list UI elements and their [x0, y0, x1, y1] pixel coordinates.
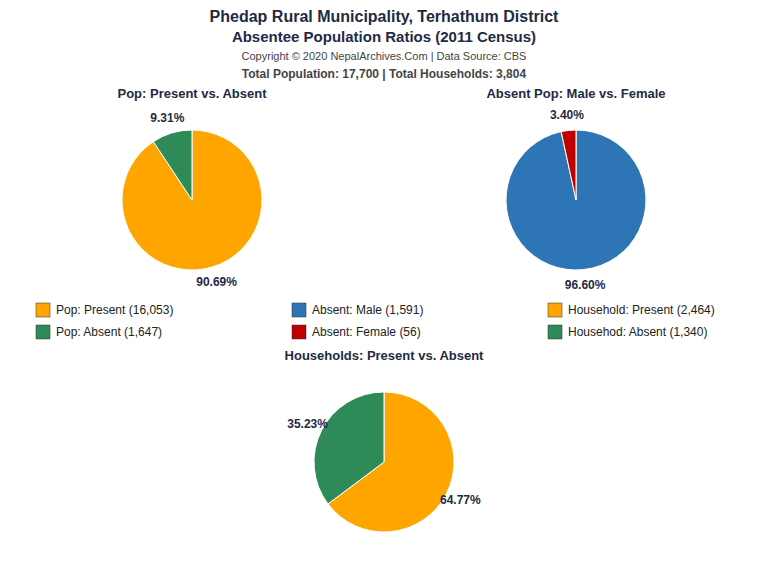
page-subtitle: Absentee Population Ratios (2011 Census): [232, 28, 536, 45]
legend-swatch: [548, 303, 562, 317]
legend-label: Househod: Absent (1,340): [568, 325, 707, 339]
annotation: Total Population: 17,700 | Total Househo…: [242, 67, 527, 81]
pie-chart: Pop: Present vs. Absent 90.69% 9.31%: [117, 86, 267, 289]
pie-slice: [506, 130, 646, 270]
chart-title: Absent Pop: Male vs. Female: [486, 86, 665, 101]
legend-label: Absent: Male (1,591): [312, 303, 423, 317]
data-label: 35.23%: [287, 417, 328, 431]
chart-title: Pop: Present vs. Absent: [117, 86, 267, 101]
data-label: 90.69%: [196, 275, 237, 289]
legend-swatch: [292, 303, 306, 317]
pie-slice: [314, 392, 384, 504]
chart-root: Phedap Rural Municipality, Terhathum Dis…: [0, 0, 768, 576]
legend-swatch: [548, 325, 562, 339]
pie-slice: [122, 130, 262, 270]
legend-label: Absent: Female (56): [312, 325, 421, 339]
data-label: 96.60%: [565, 278, 606, 292]
legend-swatch: [36, 325, 50, 339]
legend-label: Household: Present (2,464): [568, 303, 715, 317]
slices: [506, 130, 646, 270]
legend-swatch: [292, 325, 306, 339]
slices: [122, 130, 262, 270]
pie-chart: Households: Present vs. Absent 64.77% 35.2…: [285, 348, 485, 532]
legend-swatch: [36, 303, 50, 317]
chart-title: Households: Present vs. Absent: [285, 348, 485, 363]
pie-slice: [561, 130, 576, 200]
legend-label: Pop: Present (16,053): [56, 303, 173, 317]
slices: [314, 392, 454, 532]
data-label: 3.40%: [550, 108, 584, 122]
data-label: 9.31%: [150, 111, 184, 125]
data-label: 64.77%: [440, 493, 481, 507]
annotation: Copyright © 2020 NepalArchives.Com | Dat…: [242, 50, 527, 62]
legend-label: Pop: Absent (1,647): [56, 325, 162, 339]
page-title: Phedap Rural Municipality, Terhathum Dis…: [210, 8, 559, 25]
pie-slice: [153, 130, 192, 200]
pie-chart: Absent Pop: Male vs. Female 96.60% 3.40%: [486, 86, 665, 292]
legend: Pop: Present (16,053) Pop: Absent (1,647)…: [36, 303, 715, 339]
